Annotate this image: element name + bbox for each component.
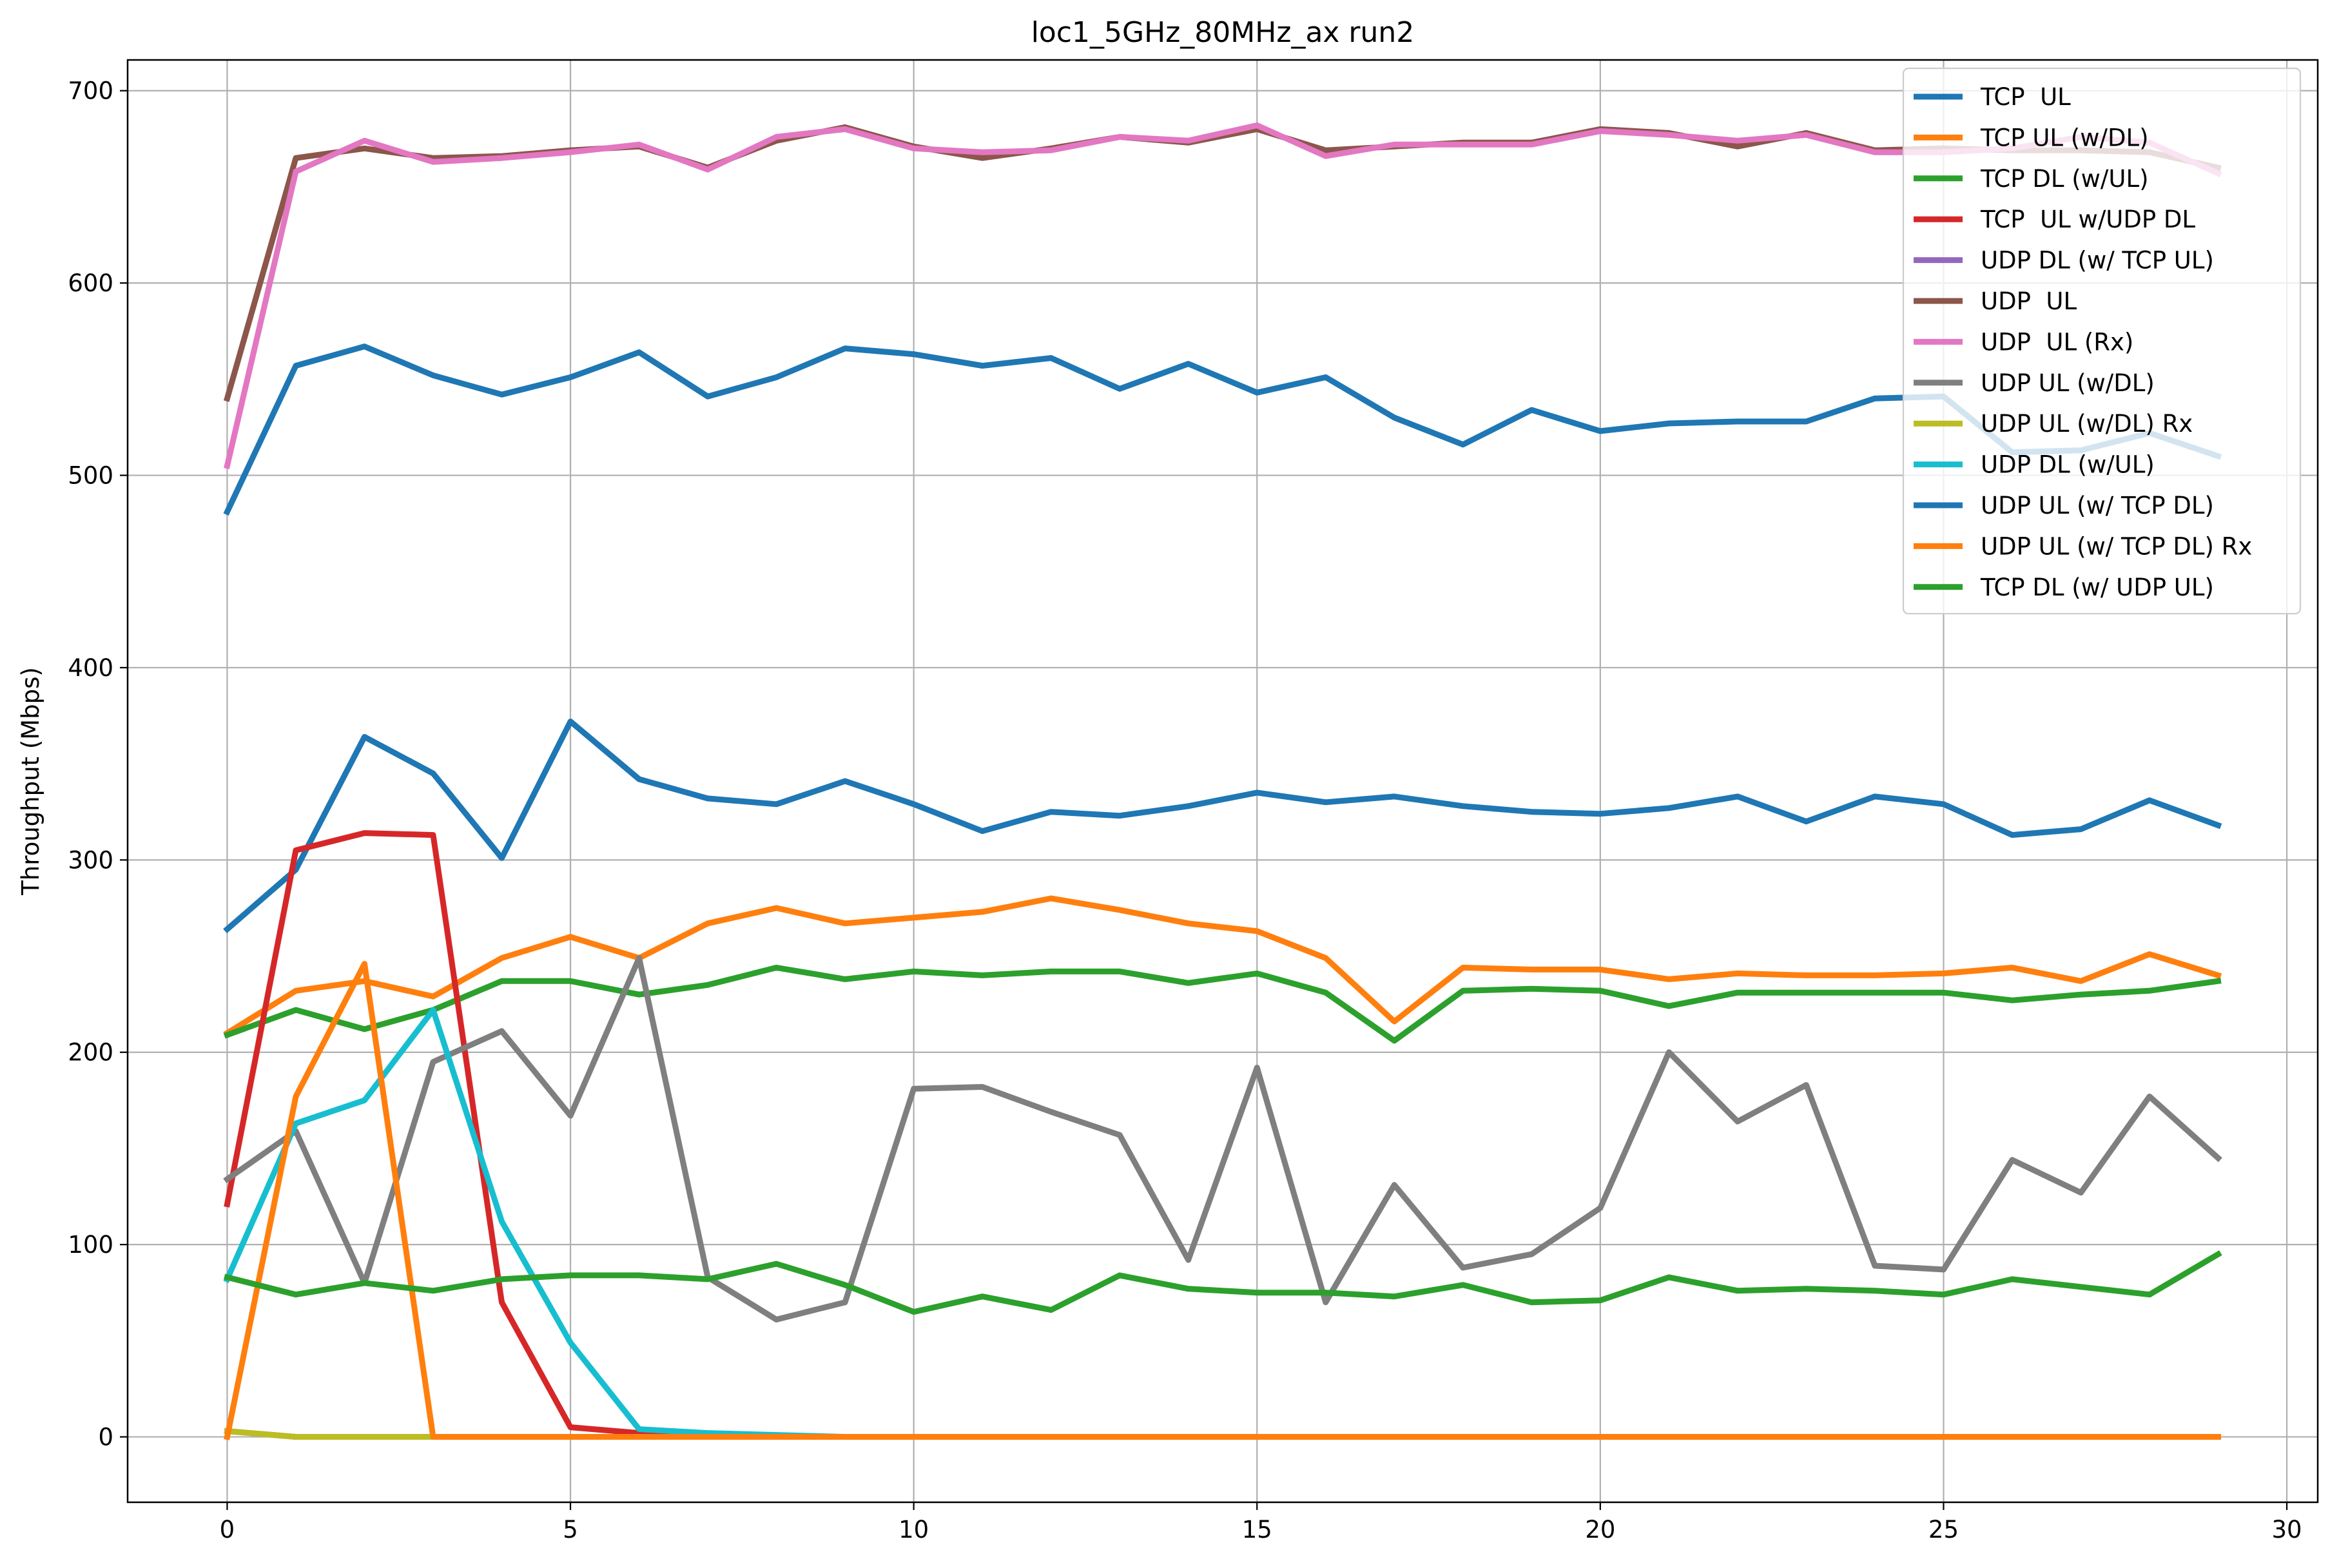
series-line-1 [223, 719, 2222, 934]
legend-label: UDP UL (w/ TCP DL) [1981, 492, 2214, 519]
y-tick-label: 600 [68, 269, 113, 297]
x-tick-label: 15 [1242, 1516, 1272, 1544]
legend-label: UDP UL (Rx) [1981, 328, 2133, 356]
y-axis-title: Throughput (Mbps) [17, 667, 44, 896]
y-tick-label: 400 [68, 654, 113, 682]
series-line-2 [223, 895, 2222, 1038]
x-tick-label: 10 [898, 1516, 929, 1544]
chart-title: loc1_5GHz_80MHz_ax run2 [1031, 16, 1415, 49]
legend-label: TCP DL (w/UL) [1980, 165, 2149, 193]
plot-frame [126, 59, 2319, 1504]
y-tick-label: 700 [68, 77, 113, 105]
x-tick-label: 30 [2272, 1516, 2302, 1544]
legend-label: UDP UL (w/ TCP DL) Rx [1981, 532, 2252, 560]
legend: TCP UL TCP UL (w/DL) TCP DL (w/UL) TCP UL w… [1902, 67, 2302, 615]
legend-label: TCP UL (w/DL) [1980, 124, 2149, 151]
legend-label: UDP DL (w/UL) [1981, 451, 2155, 479]
x-tick-label: 25 [1928, 1516, 1959, 1544]
x-tick-label: 20 [1585, 1516, 1615, 1544]
series-line-3 [223, 964, 2222, 1044]
y-tick-label: 100 [68, 1231, 113, 1259]
series-line-11 [223, 344, 2222, 516]
y-tick-label: 300 [68, 846, 113, 874]
legend-label: TCP UL [1980, 83, 2071, 111]
legend-label: TCP UL w/UDP DL [1980, 206, 2195, 233]
legend-label: UDP UL (w/DL) [1981, 369, 2155, 397]
series-line-8 [223, 955, 2222, 1322]
legend-label: UDP UL (w/DL) Rx [1981, 410, 2193, 438]
y-tick-label: 500 [68, 462, 113, 490]
y-tick-label: 200 [68, 1039, 113, 1067]
y-tick-label: 0 [98, 1424, 113, 1451]
legend-box [1902, 67, 2302, 615]
x-tick-label: 5 [563, 1516, 578, 1544]
series-line-7 [224, 122, 2222, 470]
series-lines [223, 122, 2222, 1440]
x-tick-label: 0 [220, 1516, 235, 1544]
series-line-12 [224, 961, 2221, 1440]
legend-label: TCP DL (w/ UDP UL) [1980, 574, 2214, 601]
legend-label: UDP DL (w/ TCP UL) [1981, 247, 2214, 275]
legend-label: UDP UL [1981, 287, 2077, 315]
series-line-13 [224, 1250, 2222, 1315]
